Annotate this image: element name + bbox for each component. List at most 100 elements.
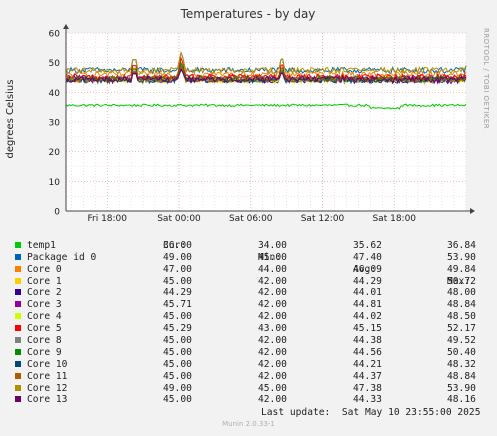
legend-max-value: 48.16 xyxy=(447,394,476,406)
legend-series-name: Core 9 xyxy=(27,346,62,358)
legend-avg-value: 46.09 xyxy=(353,263,382,275)
legend-swatch xyxy=(15,277,21,284)
legend-series-name: Package id 0 xyxy=(27,251,97,263)
legend-min-value: 42.00 xyxy=(258,346,287,358)
legend-series-name: Core 0 xyxy=(27,263,62,275)
legend-cur-value: 45.71 xyxy=(163,299,192,311)
legend-max-value: 48.84 xyxy=(447,299,476,311)
munin-footer: Munin 2.0.33-1 xyxy=(222,420,275,428)
legend-max-value: 52.17 xyxy=(447,323,476,335)
rrdtool-side-label: RRDTOOL / TOBI OETIKER xyxy=(482,28,490,129)
legend-max-value: 48.32 xyxy=(447,358,476,370)
legend-cur-value: 45.00 xyxy=(163,370,192,382)
legend-rows: temp1 36.00 34.00 35.62 36.84 Package id 0 49.… xyxy=(12,240,492,406)
legend-swatch xyxy=(15,241,21,248)
legend-max-value: 36.84 xyxy=(447,239,476,251)
legend-avg-value: 44.01 xyxy=(353,287,382,299)
legend-cur-value: 45.00 xyxy=(163,358,192,370)
legend-max-value: 53.90 xyxy=(447,251,476,263)
legend-max-value: 48.84 xyxy=(447,370,476,382)
legend-max-value: 50.72 xyxy=(447,275,476,287)
legend-row: Core 10 45.00 42.00 44.21 48.32 xyxy=(12,359,492,371)
legend-avg-value: 44.29 xyxy=(353,275,382,287)
legend-row: Core 4 45.00 42.00 44.02 48.50 xyxy=(12,311,492,323)
legend-avg-value: 45.15 xyxy=(353,323,382,335)
legend-min-value: 44.00 xyxy=(258,263,287,275)
series-line-temp1 xyxy=(65,103,467,110)
y-tick-label: 30 xyxy=(49,119,61,129)
legend-row: Core 13 45.00 42.00 44.33 48.16 xyxy=(12,394,492,406)
legend-avg-value: 47.40 xyxy=(353,251,382,263)
legend-avg-value: 35.62 xyxy=(353,239,382,251)
legend-swatch xyxy=(15,301,21,308)
series-line-core-11 xyxy=(65,66,467,84)
legend-cur-value: 45.00 xyxy=(163,335,192,347)
legend-header: Cur: Min: Avg: Max: xyxy=(12,228,492,287)
legend-max-value: 48.00 xyxy=(447,287,476,299)
legend-series-name: Core 2 xyxy=(27,287,62,299)
legend-cur-value: 45.00 xyxy=(163,311,192,323)
legend-min-value: 42.00 xyxy=(258,394,287,406)
legend-cur-value: 45.00 xyxy=(163,275,192,287)
legend-max-value: 49.84 xyxy=(447,263,476,275)
y-tick-label: 60 xyxy=(49,30,61,40)
y-axis-arrow xyxy=(63,24,69,29)
legend-swatch xyxy=(15,265,21,272)
legend-max-value: 50.40 xyxy=(447,346,476,358)
legend-row: Core 0 47.00 44.00 46.09 49.84 xyxy=(12,264,492,276)
legend-row: Core 12 49.00 45.00 47.38 53.90 xyxy=(12,383,492,395)
legend-min-value: 42.00 xyxy=(258,370,287,382)
legend-avg-value: 44.21 xyxy=(353,358,382,370)
legend-max-value: 48.50 xyxy=(447,311,476,323)
legend-cur-value: 49.00 xyxy=(163,251,192,263)
legend-min-value: 45.00 xyxy=(258,251,287,263)
y-tick-label: 40 xyxy=(49,89,61,99)
legend-row: Core 8 45.00 42.00 44.38 49.52 xyxy=(12,335,492,347)
y-tick-label: 20 xyxy=(49,148,61,158)
legend-swatch xyxy=(15,348,21,355)
legend-series-name: temp1 xyxy=(27,239,56,251)
x-tick-label: Sat 12:00 xyxy=(301,214,345,224)
legend-series-name: Core 1 xyxy=(27,275,62,287)
legend-min-value: 42.00 xyxy=(258,287,287,299)
legend-swatch xyxy=(15,253,21,260)
legend-series-name: Core 11 xyxy=(27,370,68,382)
legend-cur-value: 45.29 xyxy=(163,323,192,335)
legend-swatch xyxy=(15,372,21,379)
legend-row: Package id 0 49.00 45.00 47.40 53.90 xyxy=(12,252,492,264)
legend-max-value: 53.90 xyxy=(447,382,476,394)
legend-cur-value: 47.00 xyxy=(163,263,192,275)
legend-row: Core 9 45.00 42.00 44.56 50.40 xyxy=(12,347,492,359)
series-line-core-12 xyxy=(65,51,467,75)
legend-min-value: 45.00 xyxy=(258,382,287,394)
chart-title: Temperatures - by day xyxy=(180,7,316,21)
x-tick-label: Sat 00:00 xyxy=(157,214,201,224)
legend-header-avg: Avg: xyxy=(353,263,377,275)
legend-cur-value: 45.00 xyxy=(163,346,192,358)
legend-row: Core 3 45.71 42.00 44.81 48.84 xyxy=(12,299,492,311)
legend-avg-value: 44.33 xyxy=(353,394,382,406)
legend-avg-value: 44.37 xyxy=(353,370,382,382)
x-axis-arrow xyxy=(470,208,475,214)
legend-header-max: Max: xyxy=(447,275,471,287)
legend-row: temp1 36.00 34.00 35.62 36.84 xyxy=(12,240,492,252)
legend-header-min: Min: xyxy=(258,251,282,263)
legend-min-value: 42.00 xyxy=(258,311,287,323)
x-tick-label: Sat 06:00 xyxy=(229,214,273,224)
legend-swatch xyxy=(15,396,21,403)
legend-header-cur: Cur: xyxy=(163,239,187,251)
legend-cur-value: 49.00 xyxy=(163,382,192,394)
legend-swatch xyxy=(15,384,21,391)
legend-row: Core 1 45.00 42.00 44.29 50.72 xyxy=(12,276,492,288)
legend-series-name: Core 10 xyxy=(27,358,68,370)
legend-row: Core 2 44.29 42.00 44.01 48.00 xyxy=(12,287,492,299)
y-axis-label: degrees Celsius xyxy=(5,80,16,159)
y-tick-label: 0 xyxy=(54,208,60,218)
legend-min-value: 34.00 xyxy=(258,239,287,251)
legend-swatch xyxy=(15,337,21,344)
legend-series-name: Core 12 xyxy=(27,382,68,394)
last-update: Last update: Sat May 10 23:55:00 2025 xyxy=(261,407,481,418)
legend-min-value: 42.00 xyxy=(258,358,287,370)
